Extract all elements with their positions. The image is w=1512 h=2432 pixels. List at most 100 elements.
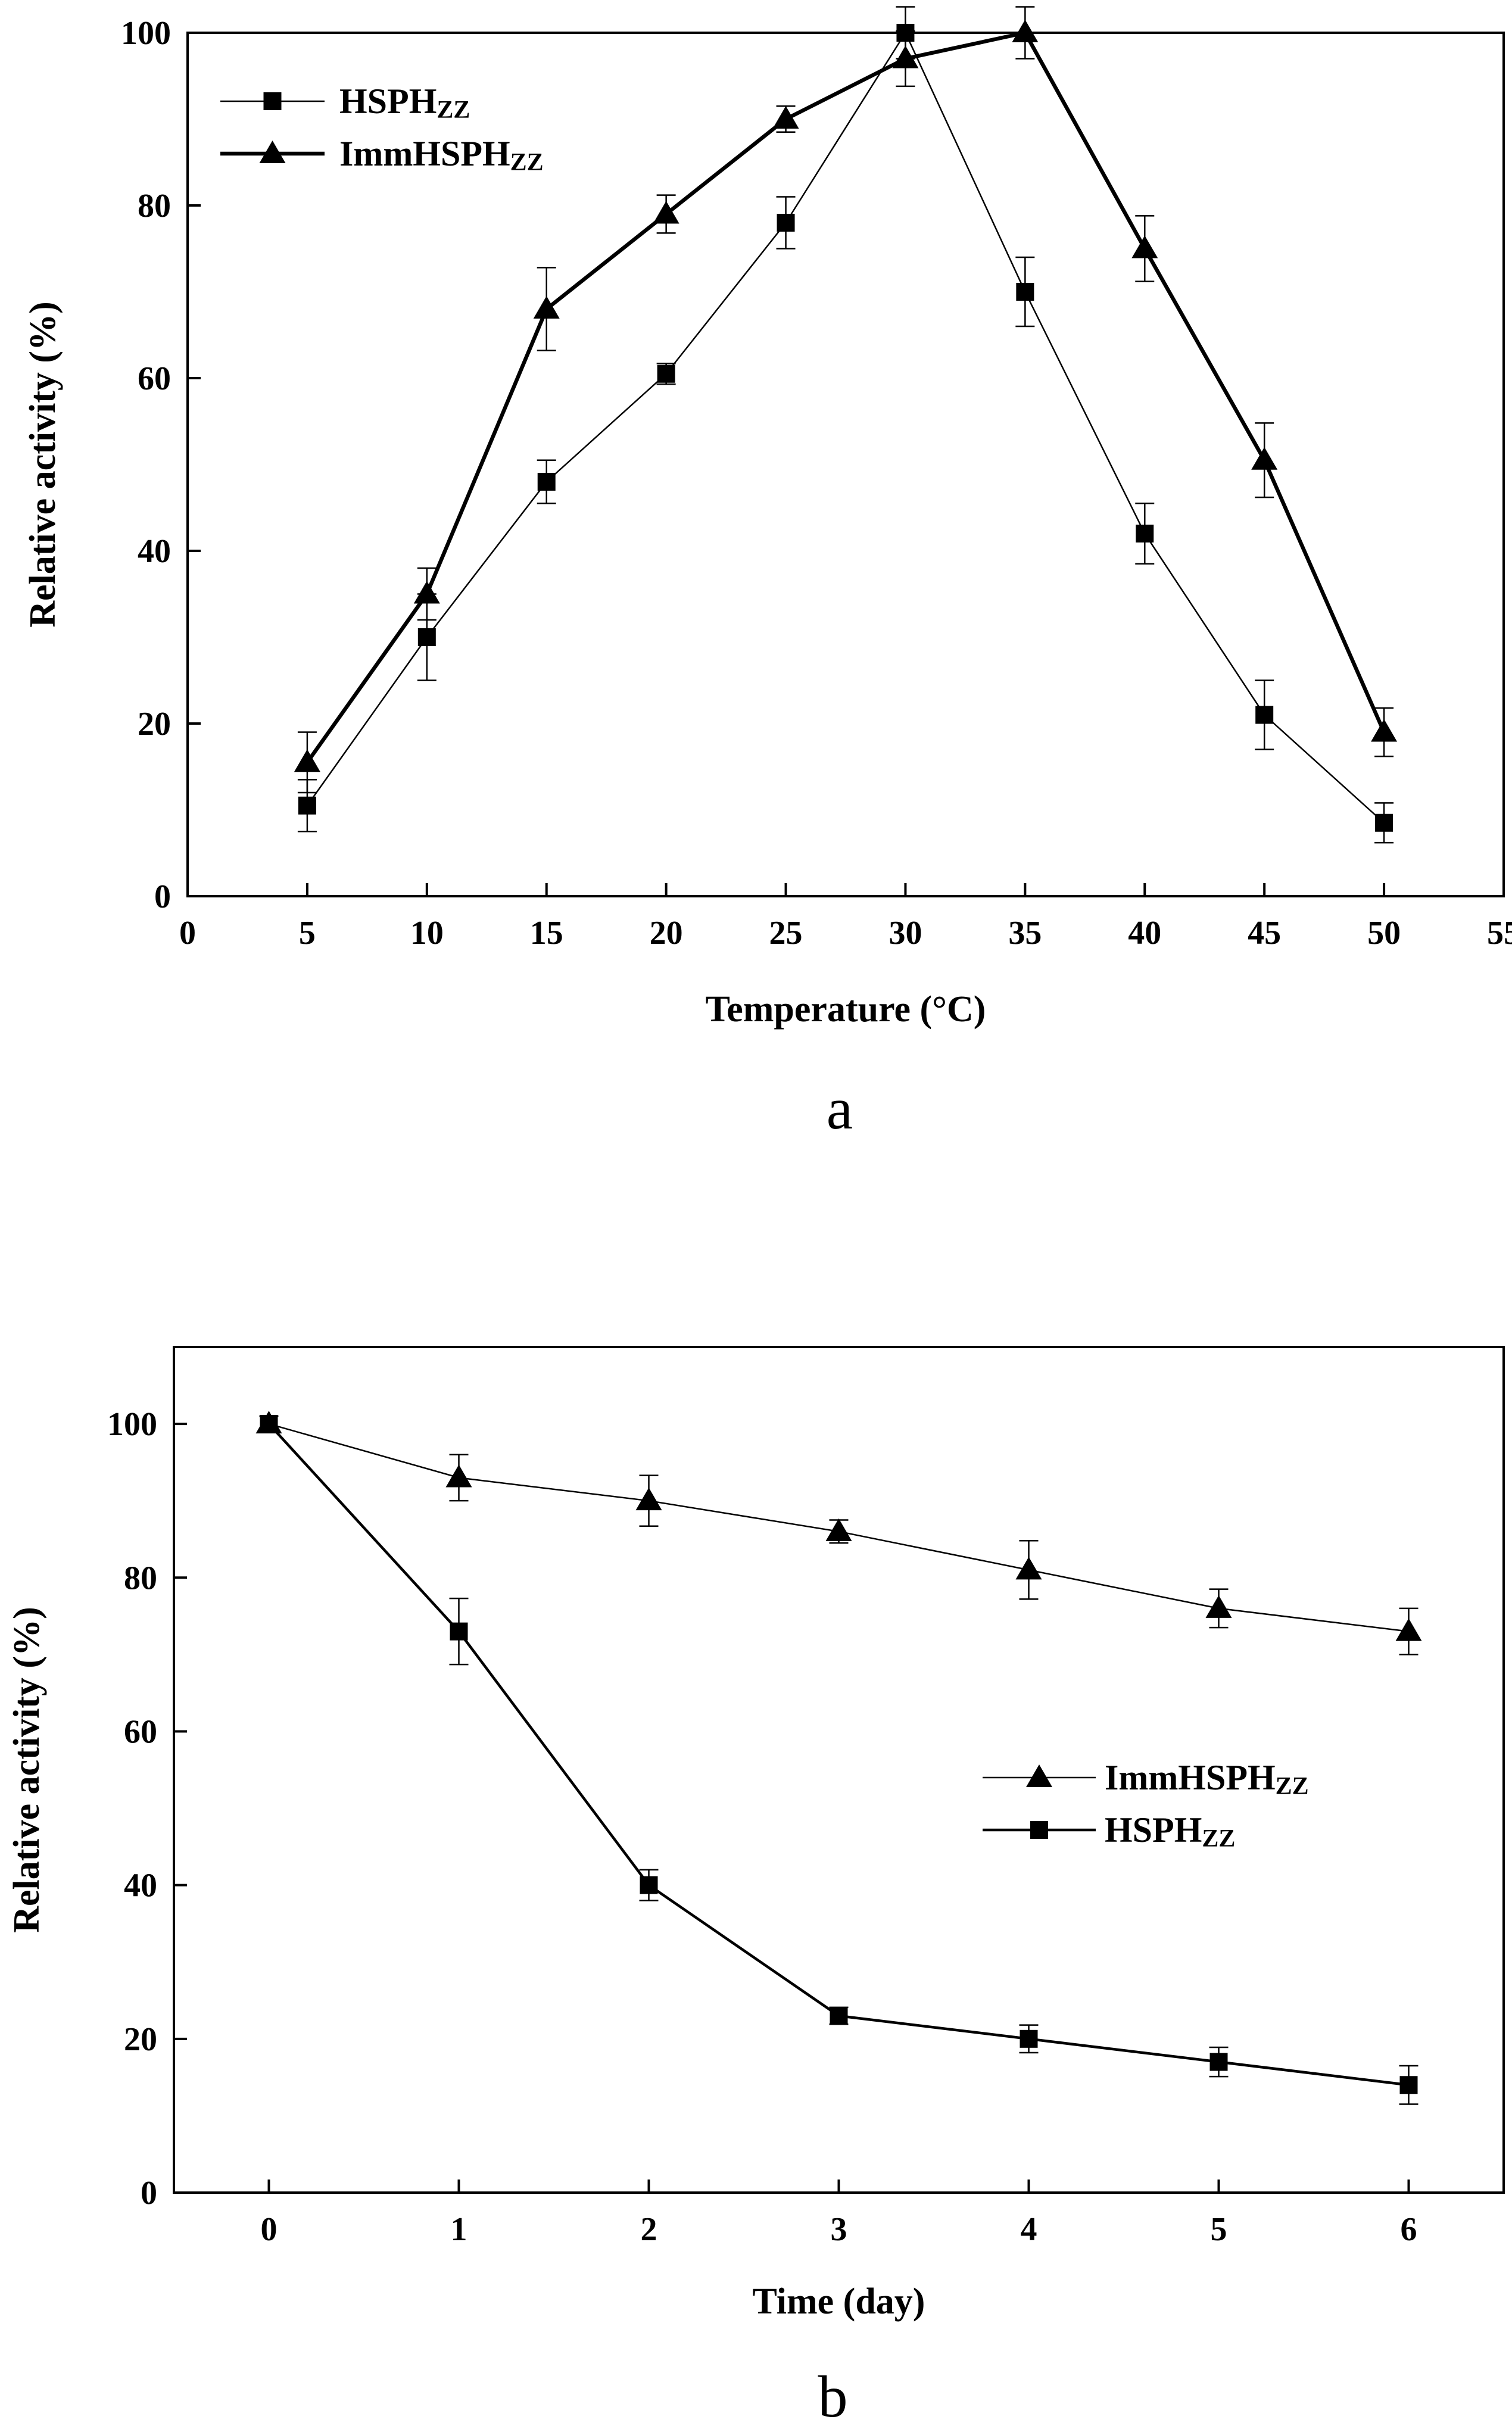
data-point — [1399, 2076, 1418, 2094]
data-point — [537, 473, 556, 491]
data-point — [417, 628, 436, 646]
panel-a-x-tick-label: 50 — [1367, 915, 1401, 952]
legend-square-marker — [263, 92, 282, 110]
panel-a-x-tick-label: 20 — [650, 915, 683, 952]
panel-b-x-tick-label: 1 — [451, 2211, 467, 2248]
panel-a-x-tick-label: 40 — [1128, 915, 1161, 952]
data-point — [1136, 525, 1154, 542]
data-point — [1375, 813, 1393, 832]
panel-b-plot-frame — [173, 1346, 1505, 2194]
data-point — [653, 201, 679, 224]
panel-a-x-tick-label: 5 — [299, 915, 316, 952]
data-point — [1255, 706, 1274, 724]
panel-b-x-tick-label: 6 — [1401, 2211, 1417, 2248]
data-point — [772, 106, 799, 129]
panel-b-y-tick-label: 0 — [141, 2175, 157, 2212]
panel-b-y-tick-label: 20 — [124, 2021, 157, 2058]
panel-b-series-hsph-zz — [259, 1415, 1419, 2105]
panel-a-x-tick-label: 55 — [1487, 915, 1512, 952]
data-point — [830, 2007, 848, 2025]
panel-b-x-tick-label: 2 — [641, 2211, 657, 2248]
panel-a-y-tick-label: 20 — [138, 706, 171, 743]
panel-a-x-axis-title: Temperature (°C) — [706, 989, 986, 1030]
panel-b-x-tick-label: 0 — [261, 2211, 278, 2248]
panel-b-x-tick-label: 3 — [831, 2211, 847, 2248]
data-point — [892, 45, 919, 68]
panel-a-x-tick-label: 10 — [410, 915, 444, 952]
data-point — [1205, 1595, 1232, 1618]
panel-b-y-tick-label: 60 — [124, 1713, 157, 1750]
data-point — [445, 1464, 472, 1488]
panel-a-x-tick-label: 15 — [530, 915, 563, 952]
panel-a-x-tick-label: 0 — [179, 915, 196, 952]
chart-panel-a: 0 5 10 15 20 25 30 35 40 45 50 55 0 20 40 60 80 100 Temper… — [23, 6, 1512, 1142]
data-point — [657, 364, 675, 383]
panel-a-series-immhsph-zz — [294, 6, 1398, 794]
panel-a-plot-frame — [186, 32, 1505, 897]
panel-a-y-tick-label: 0 — [154, 878, 171, 915]
data-point — [413, 581, 440, 604]
panel-a-y-tick-label: 60 — [138, 360, 171, 397]
data-point — [260, 1415, 278, 1433]
panel-b-x-tick-label: 4 — [1021, 2211, 1037, 2248]
panel-a-series-hsph-zz-line — [306, 32, 1385, 824]
panel-a-legend-entry: ImmHSPHZZ — [220, 134, 544, 176]
data-point — [1012, 20, 1039, 42]
data-point — [450, 1622, 468, 1641]
panel-a-panel-label: a — [827, 1075, 853, 1142]
data-point — [1395, 1618, 1422, 1641]
panel-b-x-tick-label: 5 — [1211, 2211, 1227, 2248]
data-point — [1251, 447, 1278, 470]
legend-label-subscript: ZZ — [510, 149, 544, 176]
panel-b-panel-label: b — [818, 2364, 848, 2430]
panel-b-x-axis-title: Time (day) — [753, 2281, 925, 2322]
panel-a-series-hsph-zz — [297, 6, 1394, 844]
data-point — [635, 1488, 662, 1511]
panel-b-y-axis-title: Relative activity (%) — [7, 1607, 47, 1932]
legend-label-name: ImmHSPH — [1105, 1758, 1276, 1797]
data-point — [1015, 1557, 1042, 1580]
legend-label-subscript: ZZ — [1202, 1825, 1235, 1853]
panel-a-x-tick-label: 25 — [769, 915, 803, 952]
panel-b-legend-entry: HSPHZZ — [983, 1810, 1235, 1853]
legend-label: ImmHSPHZZ — [1105, 1758, 1309, 1800]
panel-b-legend-entry: ImmHSPHZZ — [983, 1758, 1309, 1800]
legend-label-name: HSPH — [1105, 1810, 1202, 1850]
data-point — [1131, 235, 1158, 258]
panel-a-y-axis-title: Relative activity (%) — [23, 301, 63, 627]
legend-label-name: ImmHSPH — [339, 134, 510, 173]
legend-label: HSPHZZ — [1105, 1810, 1235, 1853]
data-point — [1020, 2029, 1038, 2048]
legend-triangle-marker — [259, 141, 286, 163]
panel-a-y-tick-label: 100 — [121, 15, 171, 52]
data-point — [1016, 283, 1034, 301]
data-point — [1209, 2053, 1228, 2071]
panel-a-x-tick-label: 30 — [889, 915, 922, 952]
legend-label-name: HSPH — [339, 82, 437, 121]
legend-label: HSPHZZ — [339, 82, 470, 124]
panel-a-y-tick-label: 80 — [138, 188, 171, 225]
panel-a-x-tick-label: 35 — [1008, 915, 1042, 952]
panel-a-x-tick-label: 45 — [1248, 915, 1281, 952]
panel-b-y-tick-label: 80 — [124, 1560, 157, 1597]
data-point — [294, 749, 320, 772]
panel-b-series-immhsph-zz — [255, 1411, 1422, 1655]
data-point — [777, 214, 795, 232]
legend-square-marker — [1030, 1821, 1048, 1839]
panel-a-series-immhsph-zz-line — [305, 30, 1386, 764]
data-point — [825, 1518, 852, 1541]
legend-label-subscript: ZZ — [1276, 1773, 1309, 1800]
legend-label: ImmHSPHZZ — [339, 134, 544, 176]
panel-b-y-tick-label: 40 — [124, 1867, 157, 1904]
legend-label-subscript: ZZ — [437, 96, 470, 124]
data-point — [298, 796, 316, 815]
data-point — [1371, 719, 1398, 742]
data-point — [533, 296, 560, 319]
data-point — [640, 1876, 658, 1894]
legend-triangle-marker — [1026, 1764, 1052, 1787]
panel-a-y-tick-label: 40 — [138, 533, 171, 570]
panel-b-y-tick-label: 100 — [107, 1406, 157, 1443]
panel-a-legend-entry: HSPHZZ — [220, 82, 470, 124]
